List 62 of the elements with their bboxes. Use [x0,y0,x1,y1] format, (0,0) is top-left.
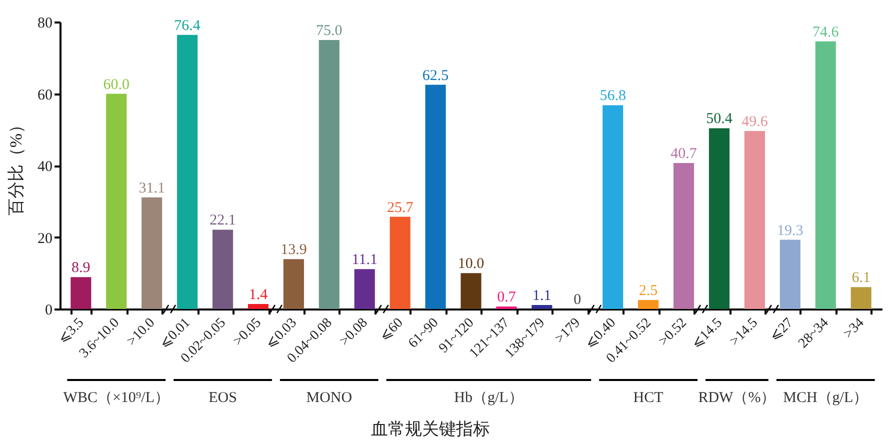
bar [70,277,92,309]
bar [708,128,730,309]
bar [496,306,517,309]
bar [744,131,765,309]
bar [390,216,410,309]
bar [142,197,162,309]
data-label: 50.4 [706,111,733,128]
text: WBC（×10⁹/L） [63,390,170,406]
bar [248,304,269,309]
x-tick-label: ⩽60 [377,316,406,345]
x-tick-label: ⩽27 [767,316,796,345]
bar [602,105,624,309]
x-axis-title: 血常规关键指标 [371,420,490,438]
x-tick-label: >34 [841,316,868,342]
data-label: 1.1 [532,288,552,304]
bar [177,34,198,309]
bar [283,259,304,309]
bar [212,230,234,309]
y-axis-title: 百分比（%） [6,116,26,216]
text: MCH（g/L） [783,390,868,406]
bar [354,269,375,309]
data-label: 74.6 [812,24,840,40]
data-label: 11.1 [352,252,378,268]
data-label: 22.1 [210,212,236,229]
bar [673,162,694,309]
bar [425,84,446,309]
data-label: 19.3 [777,222,804,239]
data-label: 40.7 [670,146,698,162]
data-label: 8.9 [72,260,90,276]
data-label: 0.7 [497,289,516,306]
data-label: 62.5 [422,68,449,84]
y-tick-label: 40 [38,159,52,175]
bar [532,305,552,309]
y-tick-label: 20 [38,230,52,247]
bar [460,273,482,309]
text: Hb（g/L） [454,390,524,406]
data-label: 25.7 [386,200,414,216]
data-label: 76.4 [174,18,201,34]
bar [106,94,127,309]
y-tick-label: 0 [45,302,52,318]
bar [850,287,872,309]
y-tick-label: 80 [38,16,52,32]
bar [638,300,659,309]
data-label: 10.0 [458,256,484,272]
text: HCT [633,390,664,406]
y-tick-label: 60 [38,87,52,104]
bar [815,41,836,309]
text: EOS [208,390,237,406]
data-label: 2.5 [638,283,658,300]
bar [780,240,800,309]
data-label: 31.1 [138,180,165,196]
data-label: 1.4 [248,286,268,303]
data-label: 13.9 [280,242,307,258]
data-label: 6.1 [852,270,870,286]
data-label: 56.8 [600,88,626,104]
data-label: 75.0 [316,22,342,39]
text: RDW（%） [698,390,776,406]
bar [318,40,340,309]
data-label: 60.0 [103,76,130,93]
data-label: 49.6 [742,114,768,130]
data-label: 0 [574,292,582,308]
text: MONO [306,390,352,406]
